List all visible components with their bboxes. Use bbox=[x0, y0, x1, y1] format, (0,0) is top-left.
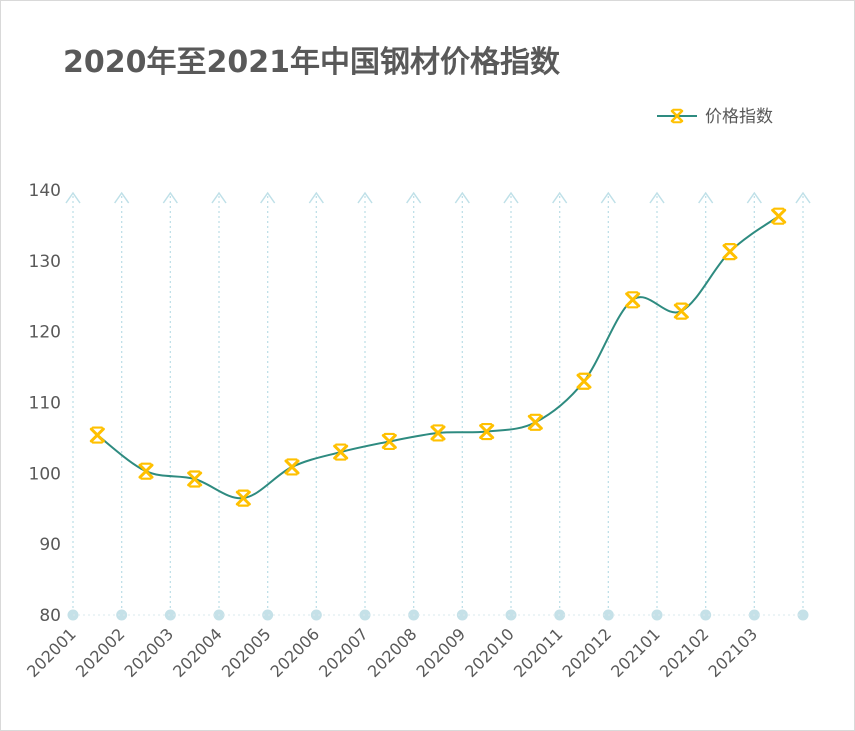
data-point-marker bbox=[527, 413, 543, 431]
drop-line-base bbox=[456, 609, 468, 621]
drop-line-base bbox=[505, 609, 517, 621]
x-tick-label: 202003 bbox=[121, 624, 178, 681]
data-point-marker bbox=[479, 422, 495, 441]
marker-stroke bbox=[235, 490, 251, 506]
marker-stroke bbox=[625, 292, 641, 308]
drop-line-arrow bbox=[162, 191, 178, 204]
x-tick-label: 202002 bbox=[72, 624, 129, 681]
data-point-marker bbox=[430, 424, 446, 442]
drop-line-base bbox=[797, 609, 809, 621]
data-point-marker bbox=[235, 489, 251, 507]
drop-line-arrow bbox=[503, 191, 519, 204]
data-point-marker bbox=[138, 462, 154, 480]
x-tick-label: 202008 bbox=[364, 624, 421, 681]
x-tick-label: 202005 bbox=[218, 624, 275, 681]
drop-line-arrow bbox=[260, 191, 276, 204]
drop-line-arrow bbox=[746, 191, 762, 204]
x-tick-label: 202009 bbox=[413, 624, 470, 681]
drop-line-arrow bbox=[454, 191, 470, 204]
data-point-marker bbox=[333, 443, 349, 461]
legend-label: 价格指数 bbox=[705, 107, 773, 127]
drop-line-arrow bbox=[308, 191, 324, 204]
drop-line-arrow bbox=[698, 191, 714, 204]
x-tick-label: 202001 bbox=[23, 624, 80, 681]
drop-line-arrow bbox=[649, 191, 665, 204]
drop-line-base bbox=[164, 609, 176, 621]
data-point-marker bbox=[576, 372, 592, 390]
y-tick-label: 110 bbox=[29, 394, 61, 414]
y-tick-label: 90 bbox=[39, 535, 61, 555]
data-point-marker bbox=[673, 302, 689, 320]
drop-line-arrow bbox=[406, 191, 422, 204]
drop-line-arrow bbox=[114, 191, 130, 204]
marker-stroke bbox=[670, 109, 684, 123]
marker-stroke bbox=[479, 424, 495, 440]
drop-line-arrow bbox=[211, 191, 227, 204]
x-tick-label: 202012 bbox=[559, 624, 616, 681]
chart-title: 2020年至2021年中国钢材价格指数 bbox=[63, 45, 560, 80]
y-tick-label: 120 bbox=[29, 323, 61, 343]
x-tick-label: 202006 bbox=[267, 624, 324, 681]
marker-stroke bbox=[333, 444, 349, 460]
data-point-marker bbox=[722, 243, 738, 261]
marker-stroke bbox=[284, 459, 300, 475]
x-tick-label: 202004 bbox=[169, 624, 226, 681]
x-tick-label: 202010 bbox=[461, 624, 518, 681]
x-tick-label: 202101 bbox=[607, 624, 664, 681]
marker-stroke bbox=[430, 425, 446, 441]
drop-line-arrow bbox=[795, 191, 811, 204]
data-point-marker bbox=[284, 458, 300, 476]
drop-line-base bbox=[262, 609, 274, 621]
legend-marker bbox=[670, 108, 684, 124]
data-point-marker bbox=[187, 470, 203, 488]
drop-line-base bbox=[116, 609, 128, 621]
drop-line-arrow bbox=[357, 191, 373, 204]
marker-stroke bbox=[722, 244, 738, 260]
y-tick-label: 80 bbox=[39, 606, 61, 626]
drop-line-arrow bbox=[65, 191, 81, 204]
marker-stroke bbox=[527, 414, 543, 430]
marker-stroke bbox=[138, 463, 154, 479]
drop-line-base bbox=[651, 609, 663, 621]
x-tick-label: 202103 bbox=[705, 624, 762, 681]
y-tick-label: 140 bbox=[29, 181, 61, 201]
data-point-marker bbox=[381, 432, 397, 451]
drop-line-base bbox=[310, 609, 322, 621]
x-tick-label: 202011 bbox=[510, 624, 567, 681]
data-point-marker bbox=[89, 426, 105, 444]
marker-stroke bbox=[673, 303, 689, 319]
marker-stroke bbox=[576, 373, 592, 389]
y-tick-label: 130 bbox=[29, 252, 61, 272]
x-tick-label: 202007 bbox=[315, 624, 372, 681]
data-point-marker bbox=[625, 291, 641, 309]
y-tick-label: 100 bbox=[29, 464, 61, 484]
marker-stroke bbox=[771, 208, 787, 224]
x-tick-label: 202102 bbox=[656, 624, 713, 681]
marker-stroke bbox=[381, 433, 397, 449]
series-line bbox=[96, 215, 780, 500]
marker-stroke bbox=[187, 471, 203, 487]
marker-stroke bbox=[89, 427, 105, 443]
data-point-marker bbox=[771, 207, 787, 225]
drop-line-arrow bbox=[600, 191, 616, 204]
drop-line-arrow bbox=[552, 191, 568, 204]
drop-line-base bbox=[700, 609, 712, 621]
